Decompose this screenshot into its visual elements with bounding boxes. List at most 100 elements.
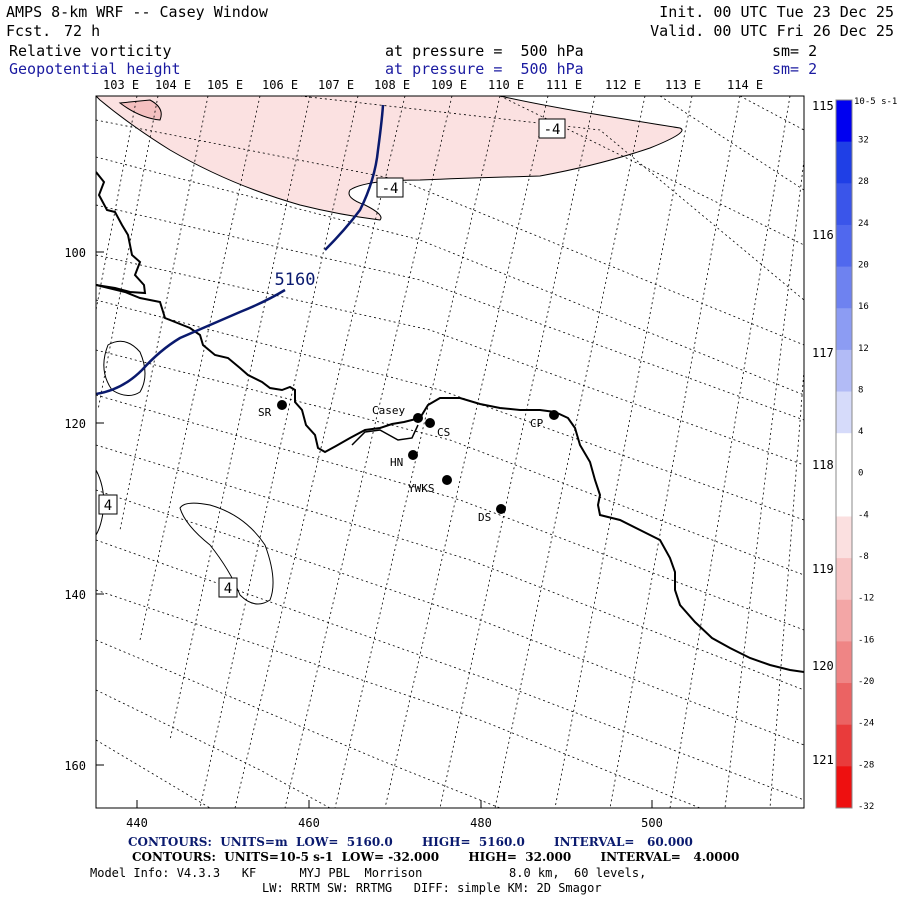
station-label-cp: CP xyxy=(530,417,544,430)
vort-label-box-a xyxy=(538,118,566,139)
station-dot-casey xyxy=(413,413,423,423)
coastline xyxy=(96,171,804,673)
y-tick-label: 160 xyxy=(64,759,86,773)
x-tick-label: 500 xyxy=(641,816,663,830)
graticule xyxy=(96,96,804,808)
top-lon-label: 108 E xyxy=(374,78,410,92)
colorbar-swatch xyxy=(836,766,852,809)
field2-pressure: at pressure = 500 hPa xyxy=(385,60,584,78)
station-dot-ywks xyxy=(442,475,452,485)
x-tick-label: 480 xyxy=(470,816,492,830)
top-lon-label: 103 E xyxy=(103,78,139,92)
x-tick-label: 460 xyxy=(298,816,320,830)
station-dot-sr xyxy=(277,400,287,410)
y-tick-label: 120 xyxy=(64,417,86,431)
field2-smoothing: sm= 2 xyxy=(772,60,818,78)
colorbar-swatch xyxy=(836,349,852,393)
pos-vorticity-contour-b xyxy=(179,502,274,605)
colorbar-tick-label: 32 xyxy=(858,136,869,146)
colorbar-swatch xyxy=(836,516,852,559)
x-tick-label: 440 xyxy=(126,816,148,830)
colorbar-frame xyxy=(835,99,853,809)
station-label-sr: SR xyxy=(258,406,272,419)
colorbar-swatch xyxy=(836,100,852,143)
field1-smoothing: sm= 2 xyxy=(772,42,818,60)
colorbar-tick-label: -4 xyxy=(858,510,869,520)
pos-vorticity-contour-a xyxy=(103,340,146,396)
vort-label-box-d xyxy=(218,577,238,598)
colorbar-tick-label: 28 xyxy=(858,177,869,187)
height-contour-5160 xyxy=(96,104,385,396)
model-info-line2: LW: RRTM SW: RRTMG DIFF: simple KM: 2D S… xyxy=(262,881,602,895)
neg-vorticity-core xyxy=(118,99,162,121)
colorbar-tick-label: 0 xyxy=(858,469,863,479)
vorticity-contour-info: CONTOURS: UNITS=10-5 s-1 LOW= -32.000 HI… xyxy=(132,850,740,864)
top-lon-label: 112 E xyxy=(605,78,641,92)
top-lon-label: 107 E xyxy=(318,78,354,92)
colorbar-tick-label: -8 xyxy=(858,552,869,562)
forecast-label: Fcst. xyxy=(6,22,52,40)
y-axis: 100 120 140 160 xyxy=(64,246,104,773)
inlet-coast xyxy=(351,424,419,446)
init-time: Init. 00 UTC Tue 23 Dec 25 xyxy=(659,3,894,21)
colorbar-tick-label: -24 xyxy=(858,719,874,729)
top-lon-label: 110 E xyxy=(488,78,524,92)
vort-label-neg-a: -4 xyxy=(544,122,561,138)
station-dot-ds xyxy=(496,504,506,514)
colorbar-tick-label: -28 xyxy=(858,760,874,770)
top-longitude-labels: 103 E 104 E 105 E 106 E 107 E 108 E 109 … xyxy=(103,78,763,92)
colorbar-swatch xyxy=(836,599,852,642)
vort-label-pos-a: 4 xyxy=(104,498,112,514)
top-lon-label: 106 E xyxy=(262,78,298,92)
colorbar-tick-label: 4 xyxy=(858,427,863,437)
station-dot-cp xyxy=(549,410,559,420)
colorbar-swatch xyxy=(836,308,852,351)
colorbar-swatch xyxy=(836,183,852,226)
station-label-ywks: YWKS xyxy=(408,482,435,495)
station-label-hn: HN xyxy=(390,456,403,469)
vort-label-box-c xyxy=(98,494,118,515)
vort-label-neg-b: -4 xyxy=(382,181,399,197)
colorbar-swatch xyxy=(836,266,852,309)
map-title: AMPS 8-km WRF -- Casey Window xyxy=(6,3,268,21)
plot-frame xyxy=(95,95,805,809)
top-lon-label: 113 E xyxy=(665,78,701,92)
field1-name: Relative vorticity xyxy=(9,42,172,60)
station-dot-hn xyxy=(408,450,418,460)
colorbar-unit-label: 10-5 s-1 xyxy=(854,97,897,107)
field2-name: Geopotential height xyxy=(9,60,181,78)
forecast-hours: 72 h xyxy=(64,22,101,40)
colorbar-swatch xyxy=(836,558,852,601)
colorbar-tick-label: 8 xyxy=(858,385,863,395)
y-tick-label: 140 xyxy=(64,588,86,602)
y-tick-label: 100 xyxy=(64,246,86,260)
colorbar-tick-label: -16 xyxy=(858,635,874,645)
top-lon-label: 111 E xyxy=(546,78,582,92)
colorbar-tick-label: 16 xyxy=(858,302,869,312)
colorbar-swatch xyxy=(836,224,852,268)
valid-time: Valid. 00 UTC Fri 26 Dec 25 xyxy=(650,22,894,40)
colorbar-swatch xyxy=(836,474,852,517)
colorbar-tick-label: -32 xyxy=(858,802,874,812)
field1-pressure: at pressure = 500 hPa xyxy=(385,42,584,60)
height-label-5160: 5160 xyxy=(275,270,316,290)
colorbar-tick-label: -20 xyxy=(858,677,874,687)
vort-label-box-b xyxy=(376,177,404,198)
height-contour-info: CONTOURS: UNITS=m LOW= 5160.0 HIGH= 5160… xyxy=(128,835,693,849)
model-info-line1: Model Info: V4.3.3 KF MYJ PBL Morrison 8… xyxy=(90,866,647,880)
colorbar-swatch xyxy=(836,724,852,767)
colorbar-tick-label: -12 xyxy=(858,594,874,604)
colorbar-tick-label: 12 xyxy=(858,344,869,354)
station-dot-cs xyxy=(425,418,435,428)
top-lon-label: 104 E xyxy=(155,78,191,92)
colorbar-tick-label: 24 xyxy=(858,219,869,229)
vorticity-colorbar: 32 28 24 20 16 12 8 4 0 -4 -8 -12 -16 -20 -24 -28 -32 xyxy=(835,99,874,812)
station-markers: SR Casey CS CP HN YWKS DS xyxy=(258,400,559,524)
colorbar-swatch xyxy=(836,641,852,684)
colorbar-swatch xyxy=(836,683,852,726)
top-lon-label: 114 E xyxy=(727,78,763,92)
top-lon-label: 105 E xyxy=(207,78,243,92)
station-label-ds: DS xyxy=(478,511,491,524)
station-label-casey: Casey xyxy=(372,404,405,417)
